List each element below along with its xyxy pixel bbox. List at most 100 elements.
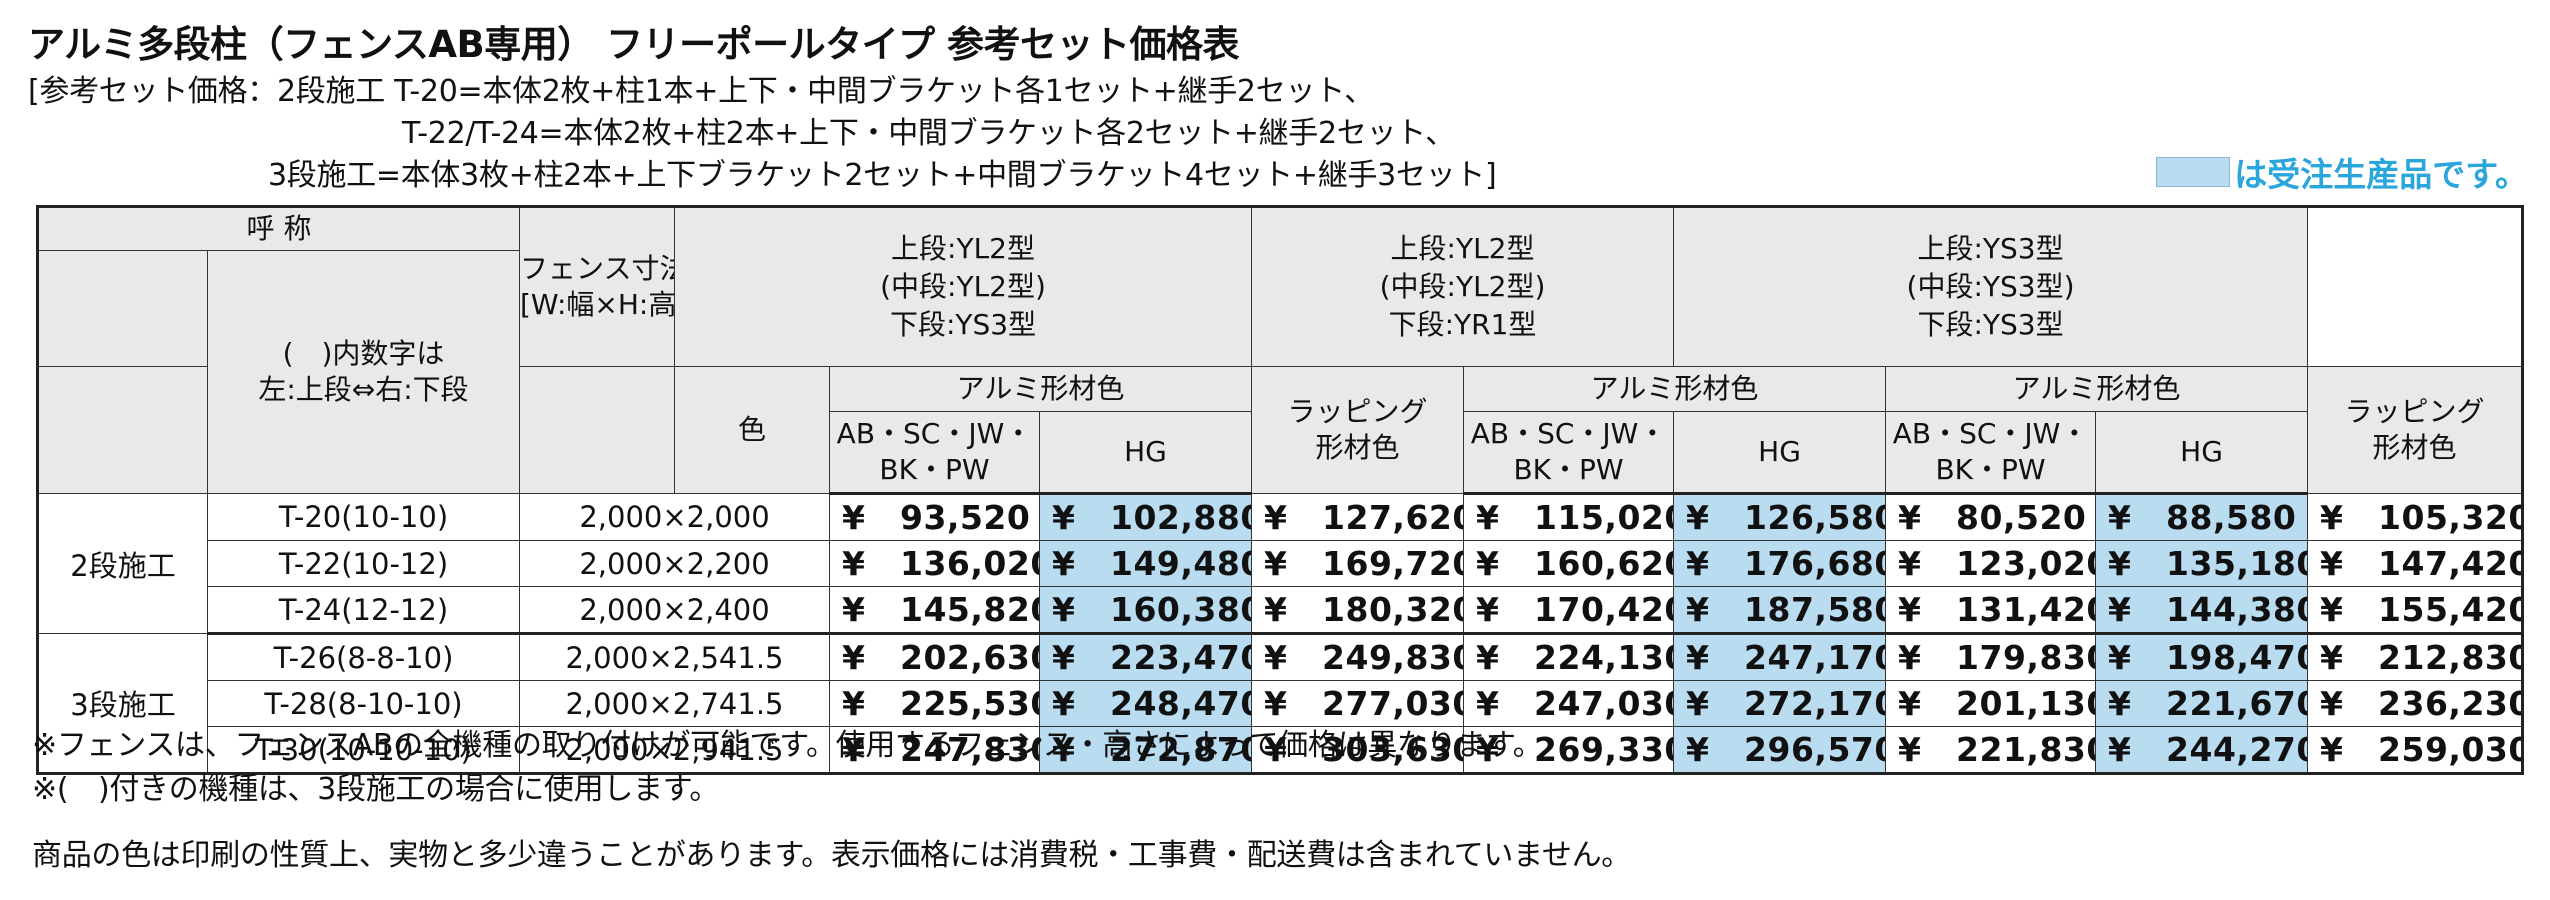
price-cell: ¥123,020 bbox=[1885, 540, 2097, 587]
price-value: 147,420 bbox=[2378, 544, 2523, 583]
price-cell: ¥303,630 bbox=[1251, 726, 1465, 775]
yen-symbol: ¥ bbox=[1264, 544, 1288, 583]
yen-symbol: ¥ bbox=[1476, 544, 1500, 583]
row-fence-size: 2,000×2,941.5 bbox=[519, 726, 830, 775]
yen-symbol: ¥ bbox=[2108, 684, 2132, 723]
price-value: 145,820 bbox=[900, 590, 1040, 629]
yen-symbol: ¥ bbox=[1052, 638, 1076, 677]
yen-symbol: ¥ bbox=[1264, 638, 1288, 677]
g1-wrap-line-1: ラッピング bbox=[1287, 395, 1428, 428]
price-value: 187,580 bbox=[1744, 590, 1886, 629]
yen-symbol: ¥ bbox=[1476, 498, 1500, 537]
price-value: 269,330 bbox=[1534, 730, 1674, 769]
price-cell: ¥144,380 bbox=[2095, 586, 2309, 635]
price-value: 296,570 bbox=[1744, 730, 1886, 769]
yen-symbol: ¥ bbox=[1898, 544, 1922, 583]
price-cell: ¥296,570 bbox=[1673, 726, 1887, 775]
price-cell: ¥80,520 bbox=[1885, 493, 2097, 541]
row-fence-size: 2,000×2,000 bbox=[519, 493, 830, 541]
price-value: 180,320 bbox=[1322, 590, 1464, 629]
g1-alumi-color: アルミ形材色 bbox=[828, 366, 1253, 412]
price-value: 277,030 bbox=[1322, 684, 1464, 723]
row-model-name: T-26(8-8-10) bbox=[207, 633, 520, 681]
price-value: 123,020 bbox=[1956, 544, 2096, 583]
yen-symbol: ¥ bbox=[1264, 684, 1288, 723]
price-cell: ¥169,720 bbox=[1251, 540, 1465, 587]
price-cell: ¥102,880 bbox=[1038, 493, 1253, 541]
price-cell: ¥244,270 bbox=[2095, 726, 2309, 775]
price-value: 248,470 bbox=[1110, 684, 1252, 723]
g1-wrap-line-2: 形材色 bbox=[1315, 431, 1400, 464]
price-value: 170,420 bbox=[1534, 590, 1674, 629]
price-cell: ¥277,030 bbox=[1251, 680, 1465, 727]
price-value: 127,620 bbox=[1322, 497, 1464, 537]
price-cell: ¥223,470 bbox=[1038, 633, 1253, 681]
yen-symbol: ¥ bbox=[1264, 590, 1288, 629]
g3-std-colors: AB・SC・JW・ BK・PW bbox=[1885, 411, 2097, 495]
price-cell: ¥249,830 bbox=[1251, 633, 1465, 681]
g3-alumi-color: アルミ形材色 bbox=[1885, 366, 2309, 412]
price-cell: ¥198,470 bbox=[2095, 633, 2309, 681]
section-label: 3段施工 bbox=[37, 633, 208, 774]
made-to-order-legend-text: は受注生産品です。 bbox=[2234, 155, 2528, 194]
yen-symbol: ¥ bbox=[2108, 638, 2132, 677]
price-value: 201,130 bbox=[1956, 684, 2096, 723]
yen-symbol: ¥ bbox=[1052, 544, 1076, 583]
yen-symbol: ¥ bbox=[842, 498, 866, 537]
price-cell: ¥179,830 bbox=[1885, 633, 2097, 681]
header-fence-size-line-1: フェンス寸法 bbox=[520, 252, 675, 285]
price-cell: ¥247,830 bbox=[829, 726, 1040, 775]
yen-symbol: ¥ bbox=[1052, 498, 1076, 537]
price-table-body: 2段施工 T-20(10-10) 2,000×2,000 ¥93,520 ¥102,88… bbox=[37, 493, 2523, 775]
group-1-upper: 上段:YL2型 bbox=[891, 232, 1035, 265]
price-cell: ¥170,420 bbox=[1463, 586, 1675, 635]
price-value: 259,030 bbox=[2378, 730, 2523, 769]
price-cell: ¥224,130 bbox=[1463, 633, 1675, 681]
price-cell: ¥212,830 bbox=[2307, 633, 2523, 681]
price-value: 221,830 bbox=[1956, 730, 2096, 769]
yen-symbol: ¥ bbox=[1898, 730, 1922, 769]
price-cell: ¥136,020 bbox=[829, 540, 1040, 587]
price-value: 225,530 bbox=[900, 684, 1040, 723]
price-cell: ¥145,820 bbox=[829, 586, 1040, 635]
g3-hg: HG bbox=[2095, 411, 2309, 495]
set-note-line-3: 3段施工=本体3枚+柱2本+上下ブラケット2セット+中間ブラケット4セット+継手… bbox=[268, 158, 1497, 193]
price-value: 202,630 bbox=[900, 638, 1040, 677]
price-cell: ¥272,870 bbox=[1038, 726, 1253, 775]
price-cell: ¥187,580 bbox=[1673, 586, 1887, 635]
yen-symbol: ¥ bbox=[2320, 590, 2344, 629]
price-value: 102,880 bbox=[1110, 498, 1252, 537]
header-fence-size: フェンス寸法 [W:幅×H:高さ] bbox=[519, 206, 675, 367]
header-group-1: 上段:YL2型 (中段:YL2型) 下段:YS3型 bbox=[673, 206, 1253, 367]
price-cell: ¥176,680 bbox=[1673, 540, 1887, 587]
price-value: 88,580 bbox=[2166, 498, 2297, 537]
header-name-note: ( )内数字は 左:上段⇔右:下段 bbox=[207, 250, 520, 494]
yen-symbol: ¥ bbox=[842, 638, 866, 677]
yen-symbol: ¥ bbox=[1476, 684, 1500, 723]
price-cell: ¥88,580 bbox=[2095, 493, 2309, 541]
header-fence-size-line-2: [W:幅×H:高さ] bbox=[520, 288, 675, 321]
yen-symbol: ¥ bbox=[2108, 544, 2132, 583]
price-value: 115,020 bbox=[1534, 498, 1674, 537]
footnote-2: ※( )付きの機種は、3段施工の場合に使用します。 bbox=[32, 772, 720, 807]
group-1-lower: 下段:YS3型 bbox=[889, 308, 1037, 341]
price-cell: ¥201,130 bbox=[1885, 680, 2097, 727]
yen-symbol: ¥ bbox=[842, 590, 866, 629]
price-value: 126,580 bbox=[1744, 498, 1886, 537]
yen-symbol: ¥ bbox=[1686, 730, 1710, 769]
header-group-3: 上段:YS3型 (中段:YS3型) 下段:YS3型 bbox=[1673, 206, 2309, 367]
yen-symbol: ¥ bbox=[1476, 730, 1500, 769]
group-1-middle: (中段:YL2型) bbox=[880, 270, 1046, 303]
header-spacer-left bbox=[37, 366, 208, 494]
row-fence-size: 2,000×2,741.5 bbox=[519, 680, 830, 727]
price-value: 247,830 bbox=[900, 730, 1040, 769]
row-model-name: T-30(10-10-10) bbox=[207, 726, 520, 775]
group-2-lower: 下段:YR1型 bbox=[1388, 308, 1537, 341]
price-cell: ¥225,530 bbox=[829, 680, 1040, 727]
g3-wrap-color: ラッピング 形材色 bbox=[2307, 366, 2523, 494]
yen-symbol: ¥ bbox=[1898, 684, 1922, 723]
header-name: 呼 称 bbox=[37, 206, 520, 251]
yen-symbol: ¥ bbox=[1052, 590, 1076, 629]
price-cell: ¥126,580 bbox=[1673, 493, 1887, 541]
yen-symbol: ¥ bbox=[842, 684, 866, 723]
